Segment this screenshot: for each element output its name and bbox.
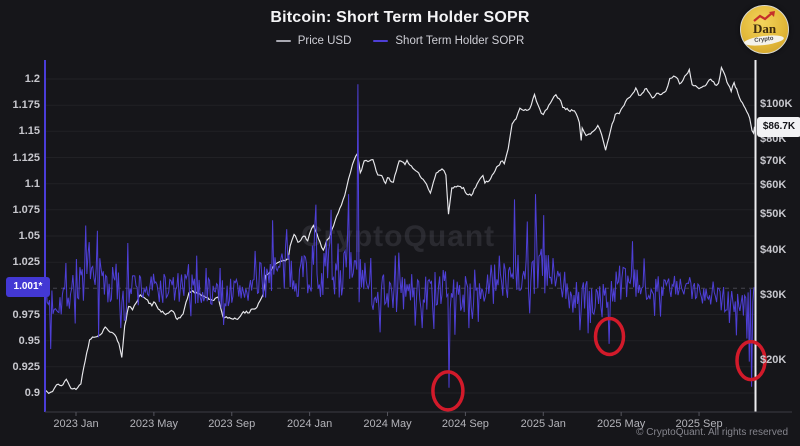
logo-zigzag-arrow-icon <box>753 11 775 22</box>
left-axis-tick-label: 0.9 <box>24 387 40 399</box>
legend-item-sopr[interactable]: Short Term Holder SOPR <box>373 35 524 47</box>
left-axis-tick-label: 1.175 <box>12 99 40 112</box>
brand-logo: Dan Crypto <box>740 5 789 54</box>
left-axis-tick-label: 1.075 <box>12 203 40 216</box>
x-axis-tick-label: 2023 Sep <box>208 418 256 430</box>
x-axis-tick-label: 2025 Jan <box>520 418 566 430</box>
left-axis-tick-label: 1.1 <box>24 177 40 190</box>
right-axis-tick-label: $60K <box>760 179 787 192</box>
left-axis-tick-label: 0.975 <box>12 308 40 321</box>
annotation-red-circle <box>431 370 465 412</box>
right-axis-tick-label: $20K <box>760 353 787 366</box>
sopr-current-badge: 1.001* <box>6 277 50 298</box>
x-axis-tick-label: 2023 May <box>129 418 179 430</box>
x-axis-tick-label: 2025 May <box>597 418 646 430</box>
right-axis-tick-label: $30K <box>760 289 787 302</box>
left-axis-tick-label: 0.925 <box>12 360 40 373</box>
right-axis-tick-label: $40K <box>760 243 787 256</box>
x-axis-tick-label: 2024 Sep <box>441 418 489 430</box>
price-current-badge: $86.7K <box>757 116 800 137</box>
price-line <box>44 65 756 395</box>
x-axis-tick-label: 2024 May <box>363 418 412 430</box>
left-axis-tick-label: 1.025 <box>12 256 40 269</box>
left-axis-tick-label: 1.125 <box>12 151 40 164</box>
legend-label-price: Price USD <box>297 35 352 47</box>
right-axis-tick-label: $70K <box>760 154 787 167</box>
right-axis-tick-label: $50K <box>760 208 787 221</box>
annotation-red-circle <box>735 339 767 382</box>
legend-label-sopr: Short Term Holder SOPR <box>395 35 525 47</box>
x-axis-tick-label: 2023 Jan <box>53 418 99 430</box>
x-axis-tick-label: 2024 Jan <box>286 418 333 430</box>
right-axis-tick-label: $100K <box>760 98 793 110</box>
left-axis-tick-label: 1.05 <box>18 230 40 242</box>
chart-title: Bitcoin: Short Term Holder SOPR <box>270 9 530 26</box>
legend: Price USD Short Term Holder SOPR <box>0 35 800 47</box>
legend-swatch-sopr-icon <box>373 40 389 42</box>
legend-swatch-price-icon <box>275 40 291 42</box>
left-axis-tick-label: 1.2 <box>24 73 40 85</box>
left-axis-tick-label: 0.95 <box>18 334 40 347</box>
annotation-red-circle <box>593 316 626 357</box>
logo-text: Dan <box>752 21 777 36</box>
left-axis-tick-label: 1.15 <box>18 125 40 138</box>
legend-item-price[interactable]: Price USD <box>275 35 352 47</box>
sopr-line <box>44 84 755 388</box>
copyright-text: © CryptoQuant. All rights reserved <box>636 427 788 438</box>
x-axis-tick-label: 2025 Sep <box>675 418 723 430</box>
